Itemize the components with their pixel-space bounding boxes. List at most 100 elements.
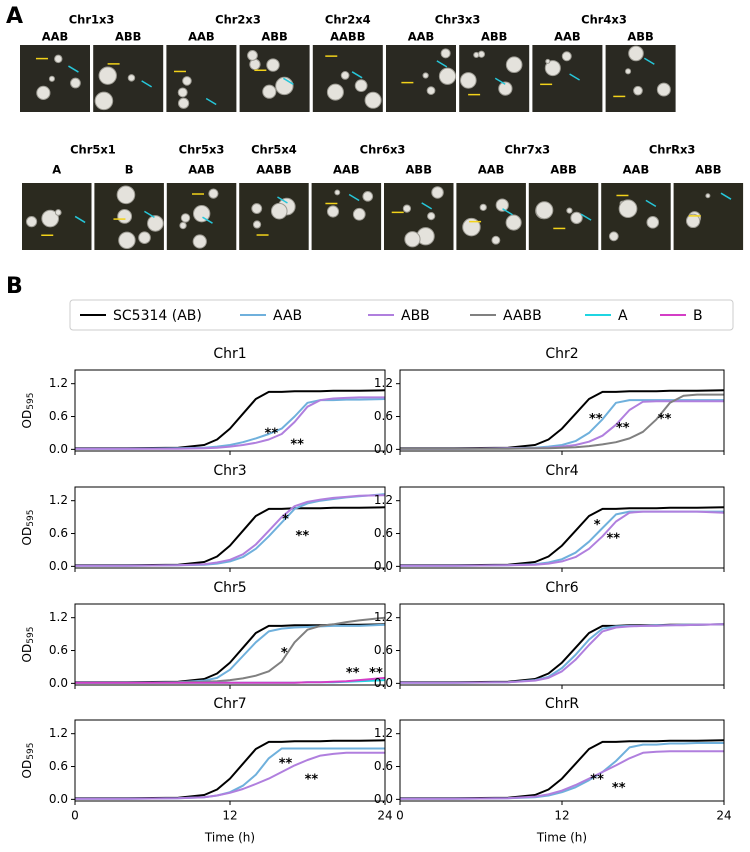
y-tick-label: 0.0 <box>374 792 393 806</box>
arrow <box>277 196 288 204</box>
y-axis-label-sub: 595 <box>26 743 36 760</box>
annotation: ** <box>279 756 293 771</box>
legend-label: B <box>693 308 703 324</box>
genotype-label: AABB <box>330 30 365 44</box>
construct-label: Chr1x3 <box>69 13 115 27</box>
genotype-label: A <box>52 163 61 177</box>
colony <box>505 214 522 231</box>
colony <box>117 208 133 224</box>
arrow <box>645 199 657 208</box>
colony <box>179 221 187 230</box>
series-line <box>400 389 725 450</box>
genotype-label: ABB <box>695 163 721 177</box>
legend-label: AABB <box>503 308 542 324</box>
colony <box>36 85 51 100</box>
colony <box>570 211 583 225</box>
construct-label: Chr4x3 <box>581 13 627 27</box>
colony <box>354 79 368 93</box>
legend-label: SC5314 (AB) <box>113 308 202 324</box>
arrow <box>421 202 433 210</box>
colony <box>544 60 561 77</box>
genotype-label: AAB <box>478 163 505 177</box>
colony <box>491 235 501 245</box>
chart-title: Chr7 <box>213 696 246 712</box>
series-line <box>400 510 725 567</box>
x-axis-label: Time (h) <box>204 831 255 845</box>
colony <box>477 50 486 58</box>
y-axis-label-main: OD <box>20 527 34 546</box>
arrow <box>580 213 592 221</box>
annotation: * <box>281 646 288 661</box>
x-axis-label: Time (h) <box>536 831 587 845</box>
colony <box>505 56 523 74</box>
y-tick-label: 1.2 <box>49 726 68 740</box>
colony <box>440 48 451 59</box>
colony <box>266 58 280 72</box>
genotype-label: AAB <box>408 30 435 44</box>
series-line <box>400 399 724 450</box>
series-line <box>75 623 386 684</box>
series-line <box>75 389 386 450</box>
y-tick-label: 0.0 <box>374 442 393 456</box>
arrow <box>202 216 213 224</box>
construct-label: Chr5x4 <box>251 143 297 157</box>
arrow <box>436 60 448 68</box>
y-tick-label: 1.2 <box>374 493 393 507</box>
colony-photo <box>673 183 744 250</box>
x-tick-label: 12 <box>554 809 569 823</box>
construct-label: Chr6x3 <box>360 143 406 157</box>
colony <box>48 75 55 82</box>
legend-label: ABB <box>401 308 430 324</box>
colony <box>404 231 421 248</box>
colony <box>326 205 340 218</box>
genotype-label: ABB <box>261 30 287 44</box>
colony <box>177 97 190 109</box>
y-axis-label-main: OD <box>20 410 34 429</box>
arrow <box>74 215 86 224</box>
y-tick-label: 0.6 <box>49 643 68 657</box>
annotation: ** <box>658 412 672 427</box>
genotype-label: B <box>125 163 134 177</box>
colony-photo <box>166 45 237 112</box>
annotation: ** <box>590 773 604 788</box>
arrow <box>351 71 363 79</box>
y-tick-label: 1.2 <box>49 376 68 390</box>
colony <box>633 85 643 96</box>
plot-frame <box>74 369 386 452</box>
colony <box>252 220 262 229</box>
annotation: ** <box>305 773 319 788</box>
colony <box>628 45 644 62</box>
y-tick-label: 1.2 <box>374 610 393 624</box>
y-tick-label: 0.6 <box>49 409 68 423</box>
arrow <box>494 77 506 85</box>
series-line <box>75 623 386 684</box>
colony <box>180 213 191 223</box>
series-line <box>400 400 724 450</box>
y-axis-label-sub: 595 <box>26 510 36 527</box>
genotype-label: ABB <box>115 30 141 44</box>
colony <box>249 58 261 71</box>
y-tick-label: 0.6 <box>374 759 393 773</box>
genotype-label: AAB <box>188 30 215 44</box>
construct-label: ChrRx3 <box>649 143 696 157</box>
colony <box>479 203 487 211</box>
colony <box>608 231 619 242</box>
colony <box>473 51 480 58</box>
arrow <box>569 73 580 81</box>
chart-title: Chr5 <box>213 580 246 596</box>
series-line <box>400 506 725 567</box>
y-tick-label: 0.6 <box>49 759 68 773</box>
arrow <box>144 210 155 219</box>
colony <box>326 83 344 101</box>
colony <box>462 217 481 237</box>
genotype-label: AAB <box>554 30 581 44</box>
y-tick-label: 0.0 <box>49 676 68 690</box>
y-axis-label: OD595 <box>20 393 36 429</box>
y-tick-label: 0.6 <box>374 409 393 423</box>
colony <box>208 188 219 199</box>
y-tick-label: 1.2 <box>49 610 68 624</box>
y-tick-label: 0.6 <box>374 643 393 657</box>
series-line <box>400 510 724 567</box>
series-line <box>75 396 385 450</box>
y-tick-label: 0.0 <box>49 559 68 573</box>
